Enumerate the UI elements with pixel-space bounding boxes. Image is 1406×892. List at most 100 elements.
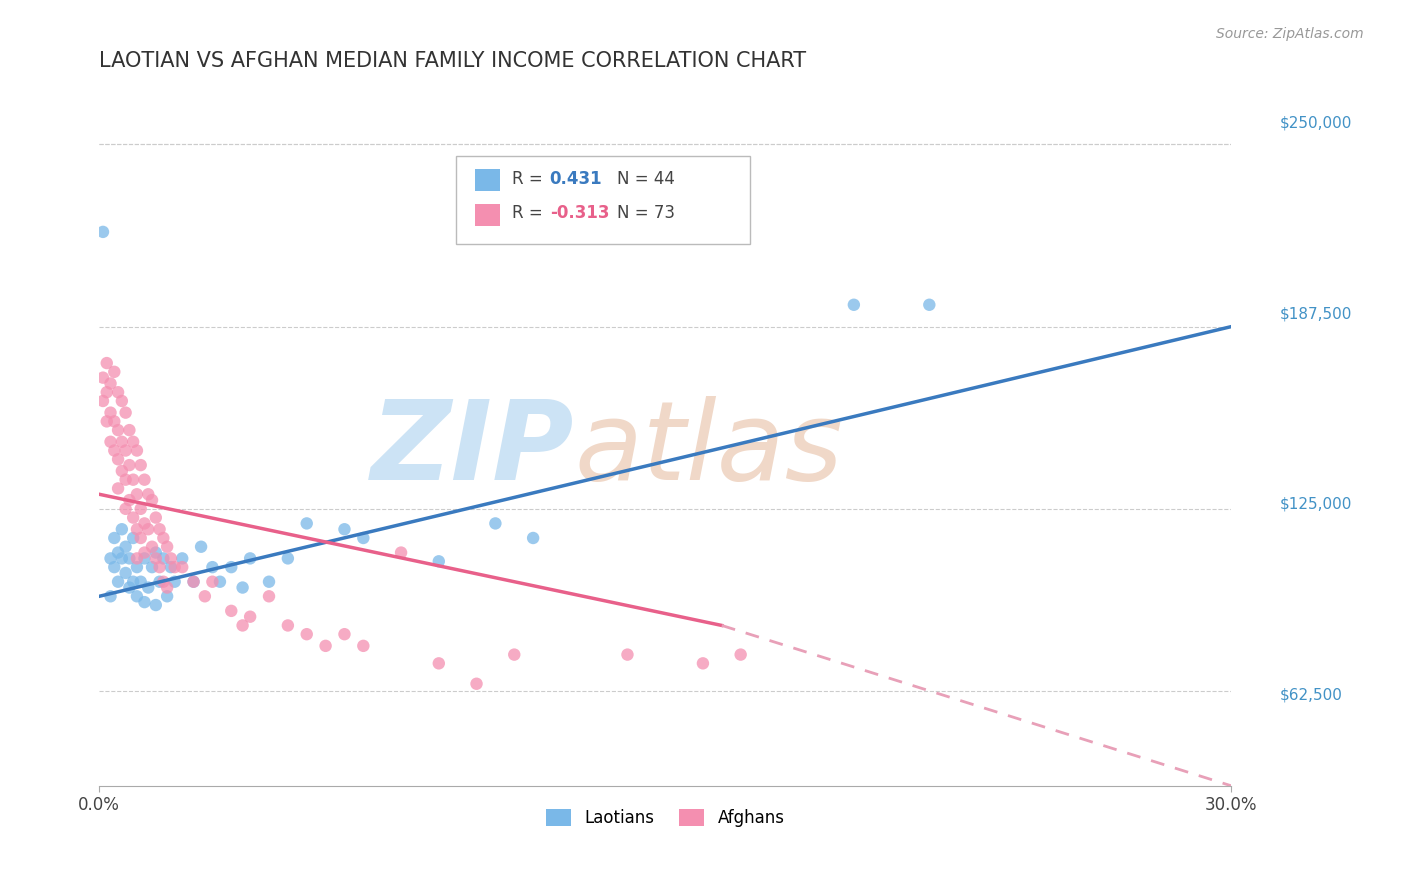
Point — [239, 609, 262, 624]
Point — [333, 627, 356, 641]
Bar — [475, 169, 501, 191]
Point — [232, 581, 254, 595]
Point — [427, 657, 450, 671]
Point — [145, 598, 167, 612]
Point — [118, 493, 141, 508]
Point — [141, 493, 163, 508]
Point — [730, 648, 752, 662]
Point — [484, 516, 506, 531]
Point — [152, 574, 174, 589]
Point — [136, 581, 159, 595]
Point — [100, 434, 122, 449]
Point — [141, 540, 163, 554]
Text: -0.313: -0.313 — [550, 204, 609, 222]
Point — [114, 406, 136, 420]
Point — [114, 566, 136, 580]
Point — [522, 531, 544, 545]
Text: $250,000: $250,000 — [1279, 116, 1351, 131]
Point — [103, 531, 125, 545]
Point — [125, 443, 148, 458]
Point — [389, 545, 412, 559]
Point — [201, 560, 224, 574]
Point — [125, 551, 148, 566]
Point — [91, 370, 114, 384]
Text: $125,000: $125,000 — [1279, 497, 1351, 512]
Point — [134, 545, 156, 559]
Point — [156, 540, 179, 554]
Point — [152, 551, 174, 566]
Point — [91, 394, 114, 409]
Point — [183, 574, 205, 589]
Point — [257, 574, 280, 589]
Point — [141, 560, 163, 574]
Point — [129, 458, 152, 472]
Text: $187,500: $187,500 — [1279, 306, 1351, 321]
Point — [122, 473, 145, 487]
Point — [503, 648, 526, 662]
Point — [145, 545, 167, 559]
Point — [219, 560, 242, 574]
Point — [352, 639, 374, 653]
Bar — [475, 203, 501, 226]
Point — [125, 560, 148, 574]
Point — [136, 487, 159, 501]
Point — [134, 595, 156, 609]
Point — [125, 589, 148, 603]
Point — [122, 434, 145, 449]
Point — [111, 551, 134, 566]
Point — [129, 574, 152, 589]
Point — [148, 560, 170, 574]
Point — [465, 677, 488, 691]
Point — [107, 423, 129, 437]
Point — [277, 618, 299, 632]
Point — [91, 225, 114, 239]
Text: N = 44: N = 44 — [616, 170, 675, 188]
Point — [148, 574, 170, 589]
Text: LAOTIAN VS AFGHAN MEDIAN FAMILY INCOME CORRELATION CHART: LAOTIAN VS AFGHAN MEDIAN FAMILY INCOME C… — [100, 51, 806, 70]
Point — [118, 423, 141, 437]
Point — [100, 589, 122, 603]
Point — [163, 560, 186, 574]
Point — [208, 574, 231, 589]
Point — [125, 522, 148, 536]
Point — [136, 522, 159, 536]
Point — [616, 648, 638, 662]
Point — [111, 394, 134, 409]
Point — [107, 482, 129, 496]
Point — [111, 522, 134, 536]
Point — [107, 574, 129, 589]
FancyBboxPatch shape — [456, 156, 749, 244]
Point — [160, 551, 183, 566]
Point — [103, 443, 125, 458]
Point — [152, 531, 174, 545]
Point — [118, 551, 141, 566]
Point — [201, 574, 224, 589]
Point — [122, 574, 145, 589]
Point — [295, 516, 318, 531]
Point — [107, 385, 129, 400]
Point — [295, 627, 318, 641]
Text: ZIP: ZIP — [371, 396, 575, 503]
Point — [172, 551, 194, 566]
Point — [134, 473, 156, 487]
Point — [352, 531, 374, 545]
Point — [232, 618, 254, 632]
Point — [257, 589, 280, 603]
Point — [111, 434, 134, 449]
Point — [103, 365, 125, 379]
Point — [277, 551, 299, 566]
Point — [100, 406, 122, 420]
Point — [427, 554, 450, 568]
Point — [96, 356, 118, 370]
Point — [219, 604, 242, 618]
Point — [96, 414, 118, 428]
Point — [100, 551, 122, 566]
Point — [172, 560, 194, 574]
Text: Source: ZipAtlas.com: Source: ZipAtlas.com — [1216, 27, 1364, 41]
Point — [156, 589, 179, 603]
Point — [103, 560, 125, 574]
Point — [125, 487, 148, 501]
Point — [100, 376, 122, 391]
Point — [190, 540, 212, 554]
Point — [118, 581, 141, 595]
